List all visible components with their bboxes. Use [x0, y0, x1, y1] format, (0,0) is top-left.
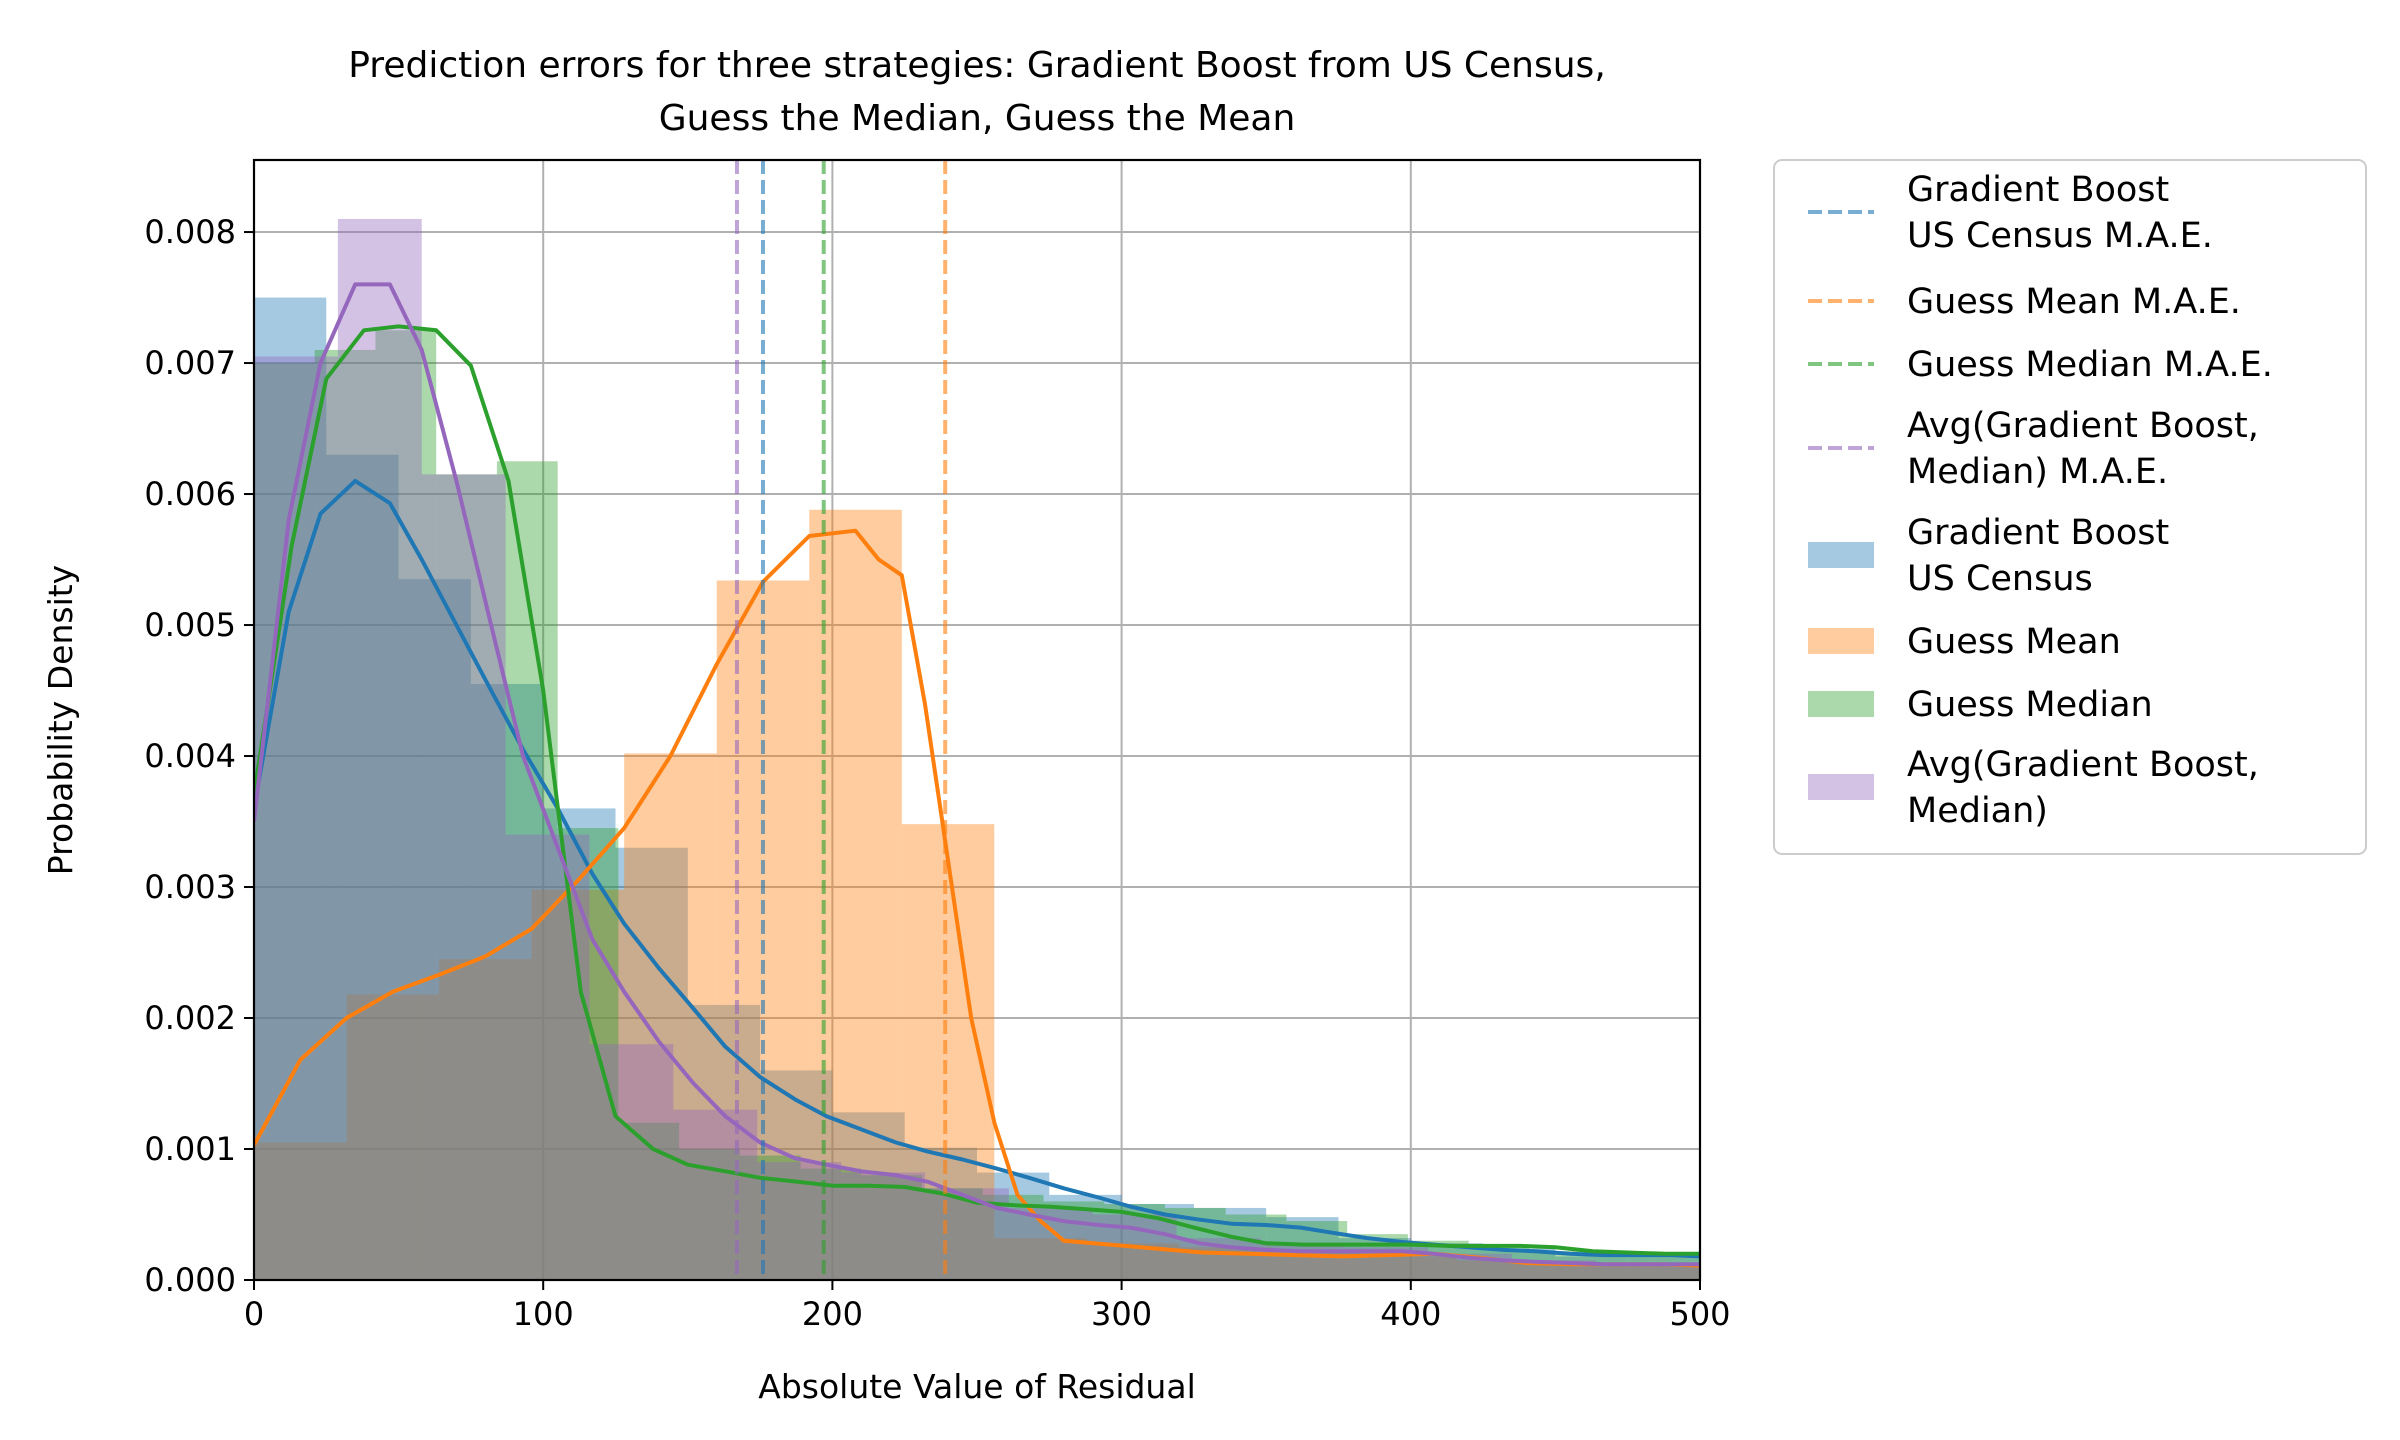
bar-gradient-boost-10 [977, 1172, 1050, 1280]
x-tick-label-1: 100 [513, 1295, 574, 1333]
bar-gradient-boost-7 [760, 1070, 833, 1280]
bar-gradient-boost-1 [326, 454, 399, 1280]
y-axis: 0.000 0.001 0.002 0.003 0.004 0.005 0.006 0.007… [144, 213, 254, 1299]
legend-patch-avg-swatch [1808, 774, 1874, 800]
bar-guess-mean-1 [346, 994, 440, 1280]
bar-gradient-boost-4 [543, 808, 616, 1280]
legend-patch-gradient-boost-swatch [1808, 542, 1874, 568]
bar-gradient-boost-0 [254, 297, 327, 1280]
x-tick-label-5: 500 [1669, 1295, 1730, 1333]
bar-avg-7 [841, 1172, 925, 1280]
bar-avg-17 [1679, 1266, 1700, 1280]
legend: Gradient Boost US Census M.A.E. Guess Mean… [1773, 159, 2367, 855]
x-axis-label: Absolute Value of Residual [758, 1367, 1196, 1406]
plot-frame [252, 158, 1702, 1282]
legend-line-gradient-boost-label-line-2: US Census M.A.E. [1907, 216, 2213, 256]
bar-gradient-boost-3 [470, 683, 544, 1280]
y-tick-label-1: 0.001 [144, 1130, 236, 1168]
x-tick-label-0: 0 [244, 1295, 264, 1333]
y-tick-label-2: 0.002 [144, 999, 236, 1037]
legend-line-guess-median-label: Guess Median M.A.E. [1907, 345, 2273, 385]
bar-guess-mean-15 [1642, 1264, 1700, 1280]
legend-box [1773, 159, 2367, 855]
grid-lines [253, 160, 1701, 1281]
legend-patch-guess-mean-label: Guess Mean [1907, 622, 2121, 662]
bar-gradient-boost-2 [398, 579, 471, 1280]
x-tick-label-2: 200 [802, 1295, 863, 1333]
legend-patch-avg-label-line-2: Median) [1907, 791, 2048, 831]
bar-avg-3 [505, 834, 590, 1280]
legend-line-gradient-boost-label: Gradient Boost [1907, 170, 2169, 210]
bar-avg-5 [673, 1109, 758, 1280]
bar-guess-median-12 [982, 1194, 1044, 1280]
y-tick-label-3: 0.003 [144, 868, 236, 906]
bar-avg-1 [337, 218, 422, 1280]
kde-curves [254, 282, 1700, 1268]
bar-guess-mean-14 [1549, 1264, 1643, 1280]
legend-patch-gradient-boost-label-line-2: US Census [1907, 559, 2093, 599]
legend-line-avg-label: Avg(Gradient Boost, [1907, 406, 2259, 446]
legend-patch-gradient-boost-label: Gradient Boost [1907, 513, 2169, 553]
bar-avg-0 [254, 356, 338, 1280]
legend-line-avg-label-line-2: Median) M.A.E. [1907, 452, 2168, 492]
bar-avg-16 [1595, 1264, 1680, 1280]
bar-guess-median-10 [861, 1175, 923, 1280]
x-tick-label-3: 300 [1091, 1295, 1152, 1333]
y-tick-label-7: 0.007 [144, 344, 236, 382]
bar-avg-4 [589, 1044, 674, 1280]
bar-guess-mean-0 [254, 1142, 347, 1280]
legend-patch-guess-median-swatch [1808, 691, 1874, 717]
bar-guess-median-6 [618, 1122, 680, 1280]
bar-guess-mean-2 [439, 959, 532, 1280]
legend-patch-avg-label: Avg(Gradient Boost, [1907, 745, 2259, 785]
x-tick-label-4: 400 [1380, 1295, 1441, 1333]
bar-avg-2 [421, 474, 506, 1280]
bar-guess-mean-8 [994, 1238, 1087, 1280]
y-tick-label-5: 0.005 [144, 606, 236, 644]
y-tick-label-0: 0.000 [144, 1261, 236, 1299]
kde-line-avg [254, 282, 1700, 1267]
bar-guess-median-1 [314, 349, 376, 1280]
y-tick-label-6: 0.006 [144, 475, 236, 513]
legend-patch-guess-mean-swatch [1808, 628, 1874, 654]
bar-gradient-boost-9 [904, 1147, 977, 1280]
legend-line-guess-mean-label: Guess Mean M.A.E. [1907, 282, 2241, 322]
legend-patch-guess-median-label: Guess Median [1907, 685, 2153, 725]
chart-title-line-2: Guess the Median, Guess the Mean [659, 98, 1296, 139]
x-axis: 0 100 200 300 400 500 [244, 1280, 1731, 1333]
y-axis-label: Probability Density [41, 565, 80, 875]
kde-line-guess-median [254, 324, 1700, 1256]
y-tick-label-8: 0.008 [144, 213, 236, 251]
bar-gradient-boost-6 [687, 1004, 761, 1280]
chart-title-line-1: Prediction errors for three strategies: … [348, 45, 1606, 86]
bar-guess-mean-12 [1364, 1256, 1458, 1280]
bar-guess-mean-13 [1457, 1260, 1550, 1280]
bar-guess-median-2 [375, 330, 437, 1280]
y-tick-label-4: 0.004 [144, 737, 236, 775]
bar-guess-median-22 [1590, 1253, 1651, 1280]
mae-lines [734, 160, 948, 1280]
